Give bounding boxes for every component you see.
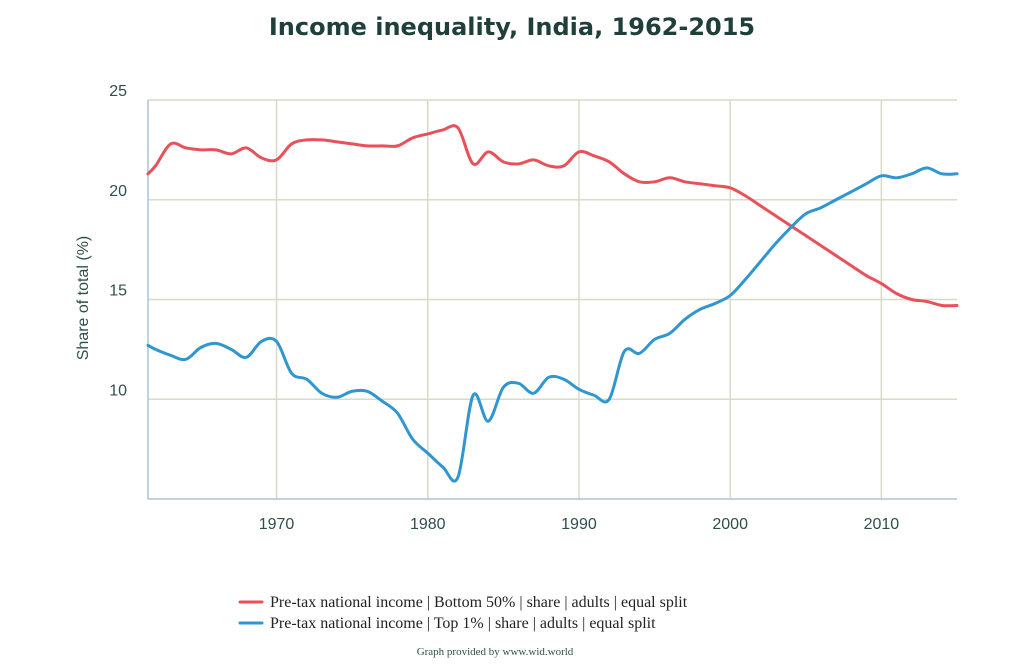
series-lines: [146, 124, 959, 483]
axes: 10 15 20 25 1970 1980 1990 2000 2010: [109, 83, 957, 533]
legend-label: Pre-tax national income | Top 1% | share…: [270, 615, 656, 632]
x-tick-label: 2010: [864, 516, 900, 533]
credit-text: Graph provided by www.wid.world: [417, 646, 574, 658]
x-tick-label: 1980: [410, 516, 446, 533]
series-line-0: [146, 124, 959, 308]
x-tick-label: 1970: [259, 516, 295, 533]
y-tick-label: 10: [109, 382, 127, 399]
grid-lines: [148, 99, 957, 499]
y-tick-label: 20: [109, 183, 127, 200]
y-tick-label: 15: [109, 283, 127, 300]
x-tick-label: 2000: [712, 516, 748, 533]
legend: Pre-tax national income | Bottom 50% | s…: [238, 594, 688, 632]
legend-label: Pre-tax national income | Bottom 50% | s…: [270, 594, 688, 611]
x-tick-label: 1990: [561, 516, 597, 533]
chart-title: Income inequality, India, 1962-2015: [269, 13, 755, 41]
y-axis-label: Share of total (%): [75, 236, 92, 361]
series-line-1: [146, 166, 959, 483]
y-tick-label: 25: [109, 83, 127, 100]
